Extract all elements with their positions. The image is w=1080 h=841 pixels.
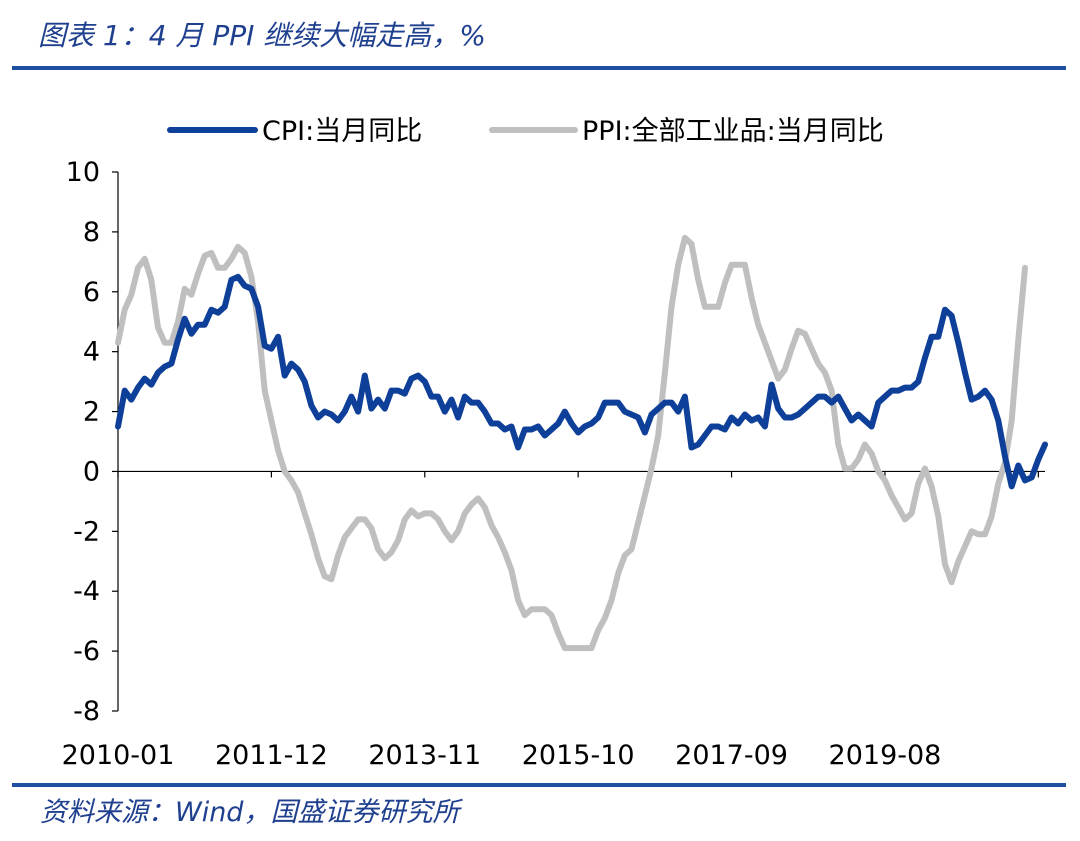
chart-title: 图表 1：4 月 PPI 继续大幅走高，% — [38, 19, 486, 52]
y-tick-label: 6 — [83, 277, 100, 308]
y-tick-label: 8 — [83, 217, 100, 248]
y-tick-label: -8 — [73, 696, 100, 727]
y-tick-label: -2 — [73, 516, 100, 547]
legend-ppi-label: PPI:全部工业品:当月同比 — [582, 116, 884, 147]
chart-legend: CPI:当月同比 PPI:全部工业品:当月同比 — [167, 116, 884, 147]
chart-lines — [115, 234, 1048, 652]
title-divider — [12, 66, 1066, 70]
y-tick-label: -6 — [73, 636, 100, 667]
ppi-series-line — [115, 234, 1028, 652]
x-tick-label: 2010-01 — [62, 740, 175, 771]
y-tick-label: 10 — [66, 157, 100, 188]
x-tick-label: 2017-09 — [675, 740, 788, 771]
cpi-series-line — [115, 273, 1048, 490]
y-tick-label: 4 — [83, 337, 100, 368]
x-tick-label: 2011-12 — [215, 740, 328, 771]
x-tick-label: 2015-10 — [522, 740, 635, 771]
y-tick-label: 2 — [83, 397, 100, 428]
legend-cpi-label: CPI:当月同比 — [262, 116, 422, 147]
x-tick-label: 2013-11 — [368, 740, 481, 771]
x-tick-label: 2019-08 — [829, 740, 942, 771]
source-note: 资料来源：Wind，国盛证券研究所 — [40, 797, 460, 828]
source-divider — [12, 783, 1066, 787]
chart-axes: 10 8 6 4 2 0 -2 -4 -6 -8 2010-01 2011-12 2013-11 2015… — [62, 157, 1045, 771]
y-tick-label: 0 — [83, 456, 100, 487]
y-tick-label: -4 — [73, 576, 100, 607]
